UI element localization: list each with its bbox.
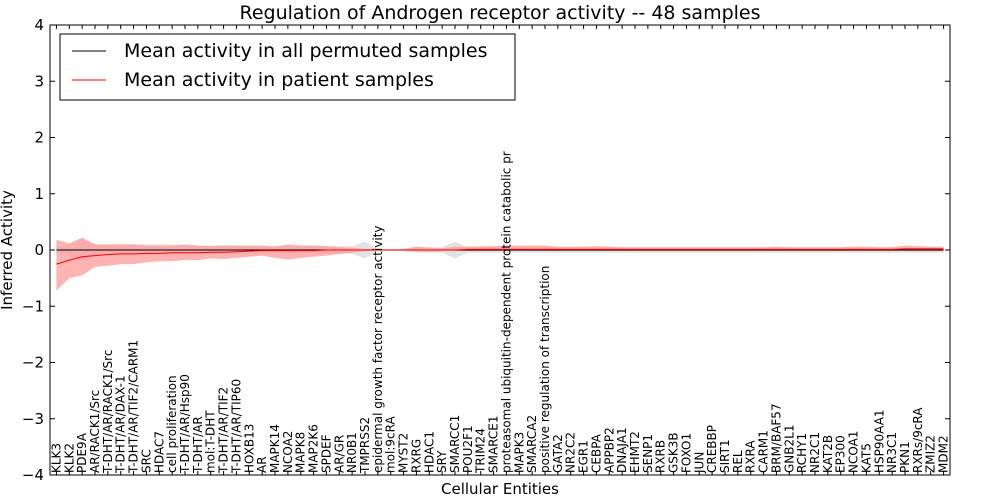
- y-tick-label: −1: [22, 297, 44, 315]
- x-category-label: SMARCC1: [448, 415, 462, 473]
- x-category-label: epidermal growth factor receptor activit…: [371, 226, 385, 473]
- x-category-label: GATA2: [551, 434, 565, 473]
- x-category-label: MDM2: [937, 435, 951, 473]
- x-category-label: RXRs/9cRA: [911, 407, 925, 473]
- x-category-label: SMARCE1: [487, 415, 501, 473]
- legend-box: [59, 33, 516, 101]
- x-category-label: RXRB: [654, 440, 668, 473]
- x-category-label: T-DHT/AR/RACK1/Src: [101, 350, 115, 474]
- x-category-label: SIRT1: [718, 439, 732, 473]
- patient-mean-line: [56, 248, 944, 265]
- x-category-label: NR0B1: [345, 432, 359, 473]
- y-tick-label: 3: [34, 72, 44, 90]
- x-category-label: TMPRSS2: [358, 417, 372, 474]
- x-category-label: MYST2: [397, 433, 411, 473]
- x-category-label: EHMT2: [628, 431, 642, 473]
- x-category-label: HOXB13: [242, 424, 256, 473]
- x-category-label: NR2C1: [808, 432, 822, 473]
- chart-title: Regulation of Androgen receptor activity…: [239, 2, 760, 24]
- x-category-label: MAPK3: [512, 432, 526, 473]
- x-category-label: T-DHT/AR/TIP60: [229, 379, 243, 474]
- y-tick-label: −3: [22, 410, 44, 428]
- x-category-label: T-DHT/AR/Hsp90: [178, 374, 192, 474]
- x-category-label: AR/RACK1/Src: [88, 390, 102, 473]
- x-category-label: T-DHT/AR: [191, 416, 205, 474]
- legend: Mean activity in all permuted samples Mea…: [59, 33, 516, 101]
- x-category-label: RCHY1: [795, 433, 809, 473]
- x-category-label: EGR1: [577, 440, 591, 473]
- x-axis-label: Cellular Entities: [441, 480, 559, 498]
- x-category-label: CARM1: [757, 430, 771, 473]
- x-category-label: SRC: [139, 449, 153, 473]
- x-category-label: PDE9A: [75, 432, 89, 473]
- x-category-label: KLK3: [49, 443, 63, 473]
- x-category-label: RXRA: [744, 440, 758, 473]
- y-axis-label: Inferred Activity: [0, 190, 16, 310]
- x-category-label: SRY: [435, 450, 449, 473]
- x-category-label: MAPK14: [268, 424, 282, 473]
- plot-area: −4−3−2−101234KLK3KLK2PDE9AAR/RACK1/SrcT-…: [22, 16, 951, 484]
- x-category-label: JUN: [692, 452, 706, 474]
- x-category-label: MAPK8: [294, 432, 308, 473]
- x-category-label: T-DHT/AR/TIF2: [217, 387, 231, 474]
- x-category-label: BRM/BAF57: [769, 403, 783, 473]
- x-category-label: ZMIZ2: [924, 435, 938, 473]
- x-category-label: NR2C2: [564, 432, 578, 473]
- y-tick-label: 2: [34, 129, 44, 147]
- x-category-label: AR: [255, 456, 269, 473]
- x-category-label: KAT5: [859, 443, 873, 473]
- y-tick-label: 1: [34, 185, 44, 203]
- x-category-label: NR3C1: [885, 432, 899, 473]
- x-category-label: GNB2L1: [782, 425, 796, 473]
- x-category-label: FOXO1: [679, 433, 693, 473]
- y-tick-label: −2: [22, 354, 44, 372]
- x-category-label: CREBBP: [705, 425, 719, 473]
- x-category-label: RXRG: [409, 439, 423, 473]
- x-category-label: PKN1: [898, 441, 912, 473]
- x-category-label: DNAJA1: [615, 427, 629, 473]
- y-tick-label: 4: [34, 16, 44, 34]
- x-category-label: CEBPA: [589, 433, 603, 473]
- x-category-label: T-DHT/AR/TIF2/CARM1: [127, 340, 141, 474]
- x-category-label: NCOA1: [847, 431, 861, 473]
- y-tick-label: −4: [22, 466, 44, 484]
- x-category-label: mol:9cRA: [384, 416, 398, 473]
- x-category-label: mol:T-DHT: [204, 410, 218, 473]
- x-category-label: positive regulation of transcription: [538, 266, 552, 473]
- x-category-label: POU2F1: [461, 425, 475, 473]
- legend-label: Mean activity in patient samples: [124, 69, 434, 91]
- x-category-label: AR/GR: [332, 435, 346, 473]
- x-category-label: KLK2: [62, 443, 76, 473]
- x-category-label: SPDEF: [319, 434, 333, 473]
- x-category-label: HDAC7: [152, 431, 166, 473]
- x-category-label: HSP90AA1: [872, 409, 886, 473]
- x-category-label: HDAC1: [422, 431, 436, 473]
- legend-label: Mean activity in all permuted samples: [124, 40, 487, 62]
- x-category-label: GSK3B: [667, 432, 681, 473]
- x-category-label: KAT2B: [821, 435, 835, 473]
- x-category-label: EP300: [834, 435, 848, 473]
- x-category-label: REL: [731, 450, 745, 473]
- x-category-label: TRIM24: [474, 428, 488, 474]
- x-category-label: MAP2K6: [307, 424, 321, 473]
- x-category-label: SENP1: [641, 434, 655, 473]
- y-tick-label: 0: [34, 241, 44, 259]
- x-category-label: SMARCA2: [525, 415, 539, 473]
- x-category-label: NCOA2: [281, 431, 295, 473]
- x-category-label: APPBP2: [602, 427, 616, 473]
- x-category-label: T-DHT/AR/DAX-1: [114, 375, 128, 474]
- x-category-label: proteasomal ubiquitin-dependent protein …: [499, 151, 513, 473]
- x-category-label: cell proliferation: [165, 375, 179, 473]
